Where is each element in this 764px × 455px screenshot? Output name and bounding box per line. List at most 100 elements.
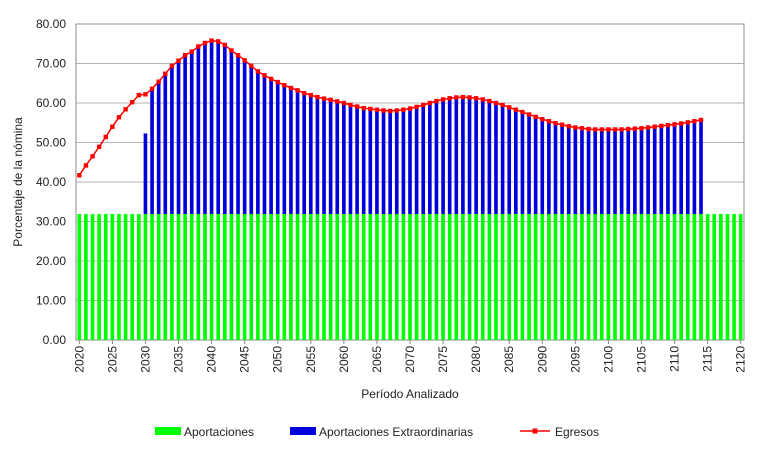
- extraordinarias-bar: [639, 128, 644, 214]
- aportaciones-bar: [454, 213, 459, 340]
- egresos-point: [83, 163, 89, 168]
- x-tick-label: 2100: [601, 346, 615, 373]
- aportaciones-bar: [494, 213, 498, 340]
- aportaciones-bar: [666, 213, 670, 340]
- extraordinarias-bar: [633, 128, 637, 214]
- extraordinarias-bar: [593, 129, 598, 214]
- legend-label-aportaciones: Aportaciones: [184, 425, 254, 439]
- extraordinarias-bar: [540, 119, 545, 214]
- egresos-point: [407, 106, 413, 111]
- aportaciones-bar: [295, 213, 300, 340]
- extraordinarias-bar: [150, 88, 154, 214]
- aportaciones-bar: [474, 213, 478, 340]
- egresos-point: [507, 105, 512, 110]
- extraordinarias-bar: [335, 101, 340, 214]
- extraordinarias-bar: [480, 99, 485, 214]
- egresos-point: [130, 100, 135, 105]
- extraordinarias-bar: [315, 97, 320, 214]
- x-axis-ticks: 2020 2025 2030 2035 2040 2045 2050 2055 2060 2065…: [72, 340, 748, 373]
- aportaciones-bar: [368, 213, 373, 340]
- aportaciones-bar: [183, 213, 187, 340]
- egresos-point: [460, 94, 466, 100]
- x-tick-label: 2020: [72, 346, 86, 373]
- legend-swatch-aportaciones: [155, 427, 181, 435]
- extraordinarias-bar: [566, 126, 571, 214]
- egresos-point: [626, 126, 631, 132]
- extraordinarias-bar: [342, 103, 346, 214]
- egresos-point: [579, 126, 585, 131]
- egresos-point: [421, 102, 426, 108]
- egresos-point: [381, 108, 386, 113]
- aportaciones-bar: [560, 213, 564, 340]
- legend-label-egresos: Egresos: [555, 425, 599, 439]
- aportaciones-bar: [355, 213, 359, 340]
- extraordinarias-bar: [229, 50, 234, 214]
- aportaciones-bar: [652, 213, 657, 340]
- x-tick-label: 2065: [370, 346, 384, 373]
- egresos-point: [255, 69, 261, 74]
- extraordinarias-bar: [606, 129, 611, 214]
- aportaciones-bar: [229, 213, 234, 340]
- aportaciones-bar: [249, 213, 254, 340]
- egresos-point: [586, 126, 591, 132]
- extraordinarias-bar: [289, 87, 293, 214]
- aportaciones-bar: [520, 213, 525, 340]
- egresos-point: [500, 102, 505, 108]
- aportaciones-bar: [375, 213, 379, 340]
- egresos-point: [262, 73, 267, 78]
- extraordinarias-bar: [434, 101, 439, 214]
- aportaciones-bar: [361, 213, 366, 340]
- aportaciones-bar: [553, 213, 558, 340]
- x-tick-label: 2025: [105, 346, 119, 373]
- egresos-point: [136, 92, 142, 98]
- aportaciones-bar: [275, 213, 280, 340]
- egresos-point: [354, 104, 360, 109]
- extraordinarias-bar: [368, 108, 373, 214]
- x-tick-label: 2070: [403, 346, 417, 373]
- egresos-point: [606, 127, 611, 132]
- egresos-point: [533, 114, 538, 120]
- aportaciones-bar: [633, 213, 637, 340]
- aportaciones-bar: [401, 213, 406, 340]
- egresos-point: [632, 126, 638, 131]
- aportaciones-bar: [467, 213, 472, 340]
- aportaciones-bar: [84, 213, 88, 340]
- egresos-point: [242, 58, 247, 63]
- aportaciones-bar: [189, 213, 194, 340]
- egresos-point: [368, 106, 373, 112]
- aportaciones-bar: [414, 213, 419, 340]
- egresos-point: [573, 125, 578, 130]
- extraordinarias-bar: [408, 108, 412, 214]
- aportaciones-bar: [236, 213, 240, 340]
- extraordinarias-bar: [441, 99, 445, 214]
- x-tick-label: 2105: [634, 346, 648, 373]
- aportaciones-bar: [586, 213, 591, 340]
- extraordinarias-bar: [672, 124, 677, 214]
- extraordinarias-bar: [282, 85, 287, 214]
- egresos-point: [275, 79, 280, 85]
- aportaciones-bar: [613, 213, 617, 340]
- x-tick-label: 2055: [304, 346, 318, 373]
- x-tick-label: 2095: [568, 346, 582, 373]
- egresos-point: [169, 63, 175, 69]
- egresos-point: [90, 154, 95, 159]
- aportaciones-bar: [328, 213, 333, 340]
- egresos-point: [553, 120, 558, 126]
- egresos-point: [414, 104, 419, 110]
- aportaciones-bar: [573, 213, 578, 340]
- aportaciones-bar: [282, 213, 287, 340]
- extraordinarias-bar: [328, 99, 333, 214]
- egresos-point: [282, 83, 287, 88]
- extraordinarias-bar: [467, 97, 472, 214]
- extraordinarias-bar: [302, 93, 306, 214]
- aportaciones-bar: [388, 213, 392, 340]
- aportaciones-bar: [90, 213, 95, 340]
- aportaciones-bar: [685, 213, 690, 340]
- egresos-point: [592, 127, 598, 132]
- aportaciones-bar: [203, 213, 207, 340]
- extraordinarias-bar: [599, 129, 604, 214]
- aportaciones-bar: [289, 213, 293, 340]
- extraordinarias-bar: [249, 65, 254, 214]
- egresos-point: [315, 94, 320, 100]
- aportaciones-bar: [97, 213, 101, 340]
